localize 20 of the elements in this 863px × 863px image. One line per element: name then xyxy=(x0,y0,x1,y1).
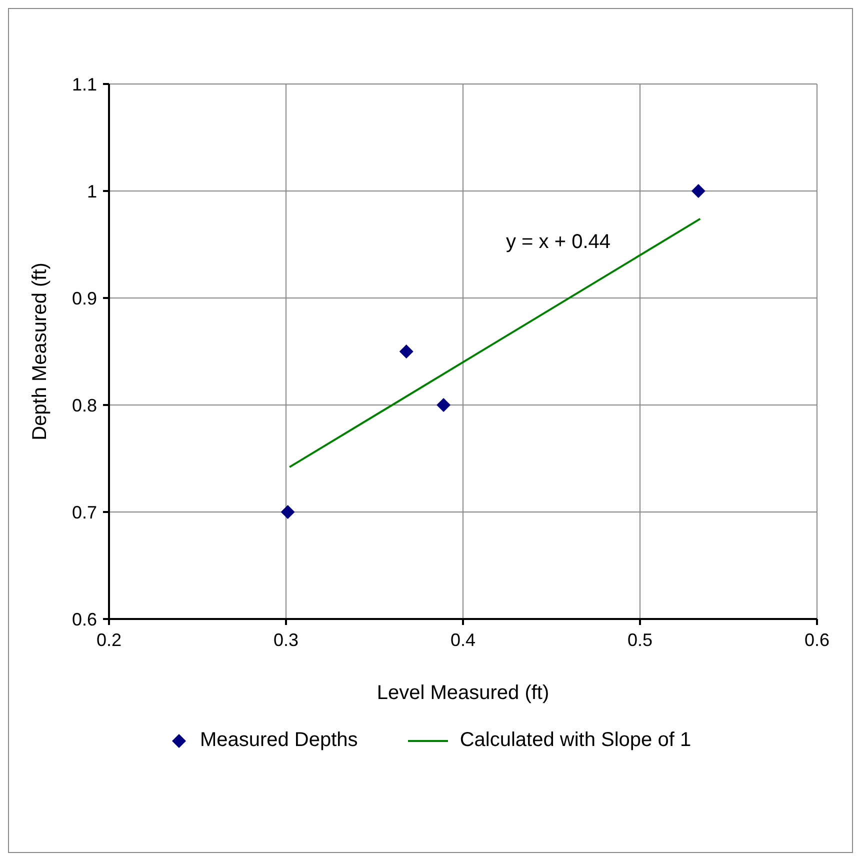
annotation: y = x + 0.44 xyxy=(506,231,611,254)
y-tick-label: 0.9 xyxy=(72,288,97,308)
y-tick-label: 1.1 xyxy=(72,74,97,94)
y-tick-label: 0.8 xyxy=(72,395,97,416)
x-tick-label: 0.5 xyxy=(627,630,653,650)
y-tick-label: 0.7 xyxy=(72,502,97,522)
x-tick-label: 0.3 xyxy=(273,630,299,650)
point xyxy=(691,184,706,198)
y-axis-title: Depth Measured (ft) xyxy=(29,262,52,440)
point xyxy=(436,398,451,412)
x-tick-label: 0.6 xyxy=(804,630,830,650)
x-tick-label: 0.4 xyxy=(450,630,476,650)
x-axis-title: Level Measured (ft) xyxy=(376,682,550,704)
legend-label: Calculated with Slope of 1 xyxy=(460,729,692,752)
y-tick-label: 1 xyxy=(86,181,97,202)
legend-label: Measured Depths xyxy=(200,729,358,752)
y-tick-label: 0.6 xyxy=(72,609,97,630)
point xyxy=(280,505,295,519)
point xyxy=(399,344,414,358)
x-tick-label: 0.2 xyxy=(96,630,122,650)
